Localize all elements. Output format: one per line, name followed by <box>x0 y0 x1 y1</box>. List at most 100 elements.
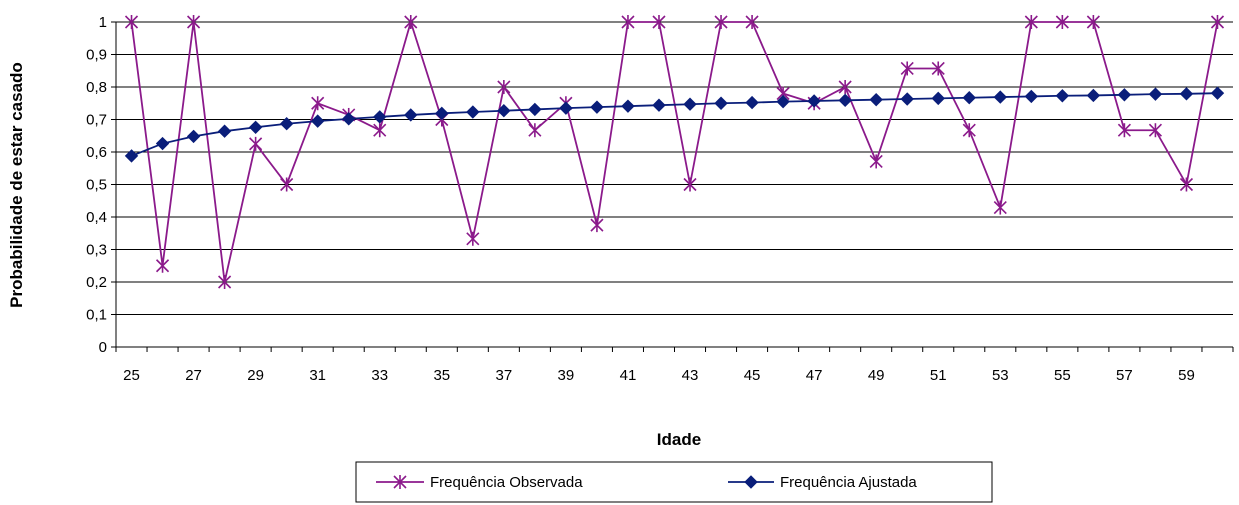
x-tick-label: 43 <box>682 367 699 384</box>
data-point-marker <box>838 80 852 94</box>
data-point-marker <box>404 108 418 122</box>
data-point-marker <box>993 90 1007 104</box>
data-point-marker <box>683 177 697 192</box>
data-point-marker <box>155 136 170 151</box>
data-point-marker <box>1179 177 1194 192</box>
data-point-marker <box>528 102 542 117</box>
y-tick-label: 0,3 <box>86 242 107 259</box>
x-tick-label: 29 <box>247 367 264 384</box>
data-point-marker <box>466 231 480 246</box>
series-observada <box>124 15 1225 289</box>
y-tick-label: 1 <box>99 14 107 31</box>
data-point-marker <box>838 93 852 108</box>
data-point-marker <box>528 123 542 138</box>
data-point-marker <box>1210 86 1225 100</box>
x-tick-label: 37 <box>496 367 513 384</box>
x-axis-ticks: 25 27 29 31 33 35 37 39 41 43 45 47 49 51 53 55 57 59 <box>115 347 1234 384</box>
data-point-marker <box>248 120 263 135</box>
series-layer <box>124 15 1225 289</box>
y-tick-label: 0,8 <box>86 79 107 96</box>
data-point-marker <box>1086 88 1101 103</box>
x-tick-label: 33 <box>371 367 388 384</box>
legend-marker <box>744 475 758 489</box>
data-point-marker <box>652 98 666 112</box>
y-tick-label: 0,4 <box>86 209 107 226</box>
data-point-marker <box>590 218 604 233</box>
data-point-marker <box>1148 123 1162 138</box>
y-tick-label: 0,5 <box>86 177 107 194</box>
data-point-marker <box>776 94 790 109</box>
data-point-marker <box>652 15 666 29</box>
data-point-marker <box>373 110 387 124</box>
axes <box>115 22 1233 348</box>
data-point-marker <box>466 105 480 119</box>
data-point-marker <box>497 80 511 94</box>
y-tick-label: 0,1 <box>86 307 107 324</box>
data-point-marker <box>559 101 573 115</box>
data-point-marker <box>962 91 976 105</box>
legend-item-ajustada: Frequência Ajustada <box>728 474 917 491</box>
data-point-marker <box>435 106 449 121</box>
x-tick-label: 39 <box>558 367 575 384</box>
data-point-marker <box>404 15 418 29</box>
data-point-marker <box>807 94 821 108</box>
data-point-marker <box>900 92 914 106</box>
data-point-marker <box>311 96 325 111</box>
data-point-marker <box>1210 15 1225 29</box>
data-point-marker <box>373 123 387 138</box>
data-point-marker <box>1086 15 1100 29</box>
legend-label: Frequência Observada <box>430 474 583 491</box>
y-tick-label: 0,9 <box>86 47 107 64</box>
data-point-marker <box>218 275 232 289</box>
data-point-marker <box>124 149 139 163</box>
data-point-marker <box>590 100 604 114</box>
data-point-marker <box>714 96 728 110</box>
legend: Frequência Observada Frequência Ajustada <box>355 461 993 503</box>
data-point-marker <box>745 15 759 29</box>
y-tick-label: 0,2 <box>86 274 107 291</box>
x-tick-label: 41 <box>620 367 637 384</box>
data-point-marker <box>993 200 1007 215</box>
data-point-marker <box>1179 87 1194 101</box>
data-point-marker <box>621 15 635 29</box>
x-tick-label: 49 <box>868 367 885 384</box>
data-point-marker <box>1117 123 1131 138</box>
data-point-marker <box>342 112 356 126</box>
x-tick-label: 25 <box>123 367 140 384</box>
y-tick-label: 0 <box>99 339 107 356</box>
data-point-marker <box>1117 88 1132 102</box>
data-point-marker <box>1148 87 1163 101</box>
data-point-marker <box>1024 15 1038 29</box>
data-point-marker <box>869 154 883 169</box>
data-point-marker <box>1055 89 1070 103</box>
x-tick-label: 53 <box>992 367 1009 384</box>
x-tick-label: 59 <box>1178 367 1195 384</box>
data-point-marker <box>931 61 945 76</box>
data-point-marker <box>310 114 325 128</box>
x-tick-label: 31 <box>309 367 326 384</box>
x-tick-label: 55 <box>1054 367 1071 384</box>
legend-item-observada: Frequência Observada <box>376 474 583 491</box>
data-point-marker <box>249 136 263 151</box>
x-tick-label: 47 <box>806 367 823 384</box>
data-point-marker <box>745 95 759 110</box>
x-tick-label: 57 <box>1116 367 1133 384</box>
data-point-marker <box>155 258 170 273</box>
data-point-marker <box>714 15 728 29</box>
legend-box <box>355 461 993 503</box>
data-point-marker <box>217 124 232 138</box>
x-tick-label: 51 <box>930 367 947 384</box>
series-line <box>130 18 1219 283</box>
data-point-marker <box>280 177 294 192</box>
y-tick-label: 0,6 <box>86 144 107 161</box>
y-tick-label: 0,7 <box>86 112 107 129</box>
data-point-marker <box>124 15 139 29</box>
data-point-marker <box>1055 15 1069 29</box>
x-tick-label: 45 <box>744 367 761 384</box>
data-point-marker <box>186 129 201 144</box>
x-tick-label: 27 <box>185 367 202 384</box>
y-axis-ticks: 0 0,1 0,2 0,3 0,4 0,5 0,6 0,7 0,8 0,9 1 <box>86 14 116 356</box>
legend-label: Frequência Ajustada <box>780 474 917 491</box>
data-point-marker <box>962 123 976 138</box>
data-point-marker <box>621 99 635 113</box>
